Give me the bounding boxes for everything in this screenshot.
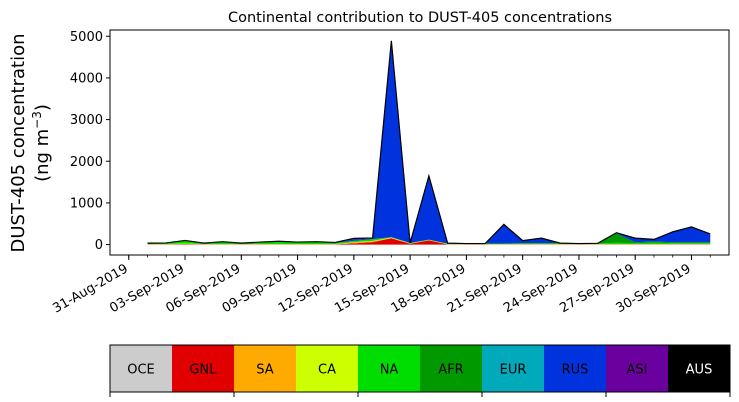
- y-axis-label: DUST-405 concentration (ng m−3): [8, 33, 53, 252]
- y-tick-label: 1000: [70, 196, 103, 211]
- area-gnl: [147, 238, 711, 245]
- legend-label-ca: CA: [318, 363, 336, 378]
- legend-swatch-asi: [606, 345, 669, 392]
- y-tick-label: 2000: [70, 155, 103, 170]
- legend: OCE GNL SA CA NA AFR EUR RUS ASI AUS: [109, 344, 731, 397]
- y-tick-label: 4000: [70, 71, 103, 86]
- legend-label-asi: ASI: [627, 363, 648, 378]
- legend-swatch-ca: [296, 345, 359, 392]
- plot-area: [147, 40, 711, 245]
- legend-swatch-rus: [544, 345, 607, 392]
- legend-swatch-na: [358, 345, 421, 392]
- y-tick-label: 5000: [70, 30, 103, 45]
- legend-swatch-aus: [668, 345, 731, 392]
- legend-label-gnl: GNL: [189, 363, 217, 378]
- y-axis-label-line2: (ng m−3): [30, 104, 53, 182]
- legend-label-oce: OCE: [127, 363, 155, 378]
- legend-swatch-eur: [482, 345, 545, 392]
- legend-swatch-gnl: [172, 345, 235, 392]
- legend-swatch-afr: [420, 345, 483, 392]
- y-axis-label-line1: DUST-405 concentration: [8, 33, 29, 252]
- legend-label-afr: AFR: [438, 363, 463, 378]
- y-tick-label: 3000: [70, 113, 103, 128]
- legend-swatch-sa: [234, 345, 297, 392]
- plot-frame: [109, 29, 730, 256]
- y-tick-label: 0: [95, 238, 103, 253]
- legend-label-sa: SA: [256, 363, 273, 378]
- legend-label-eur: EUR: [500, 363, 527, 378]
- total-outline: [147, 40, 711, 245]
- chart-title: Continental contribution to DUST-405 con…: [228, 10, 612, 26]
- area-rus: [147, 41, 711, 244]
- legend-frame: [109, 344, 731, 393]
- legend-label-na: NA: [380, 363, 399, 378]
- legend-label-aus: AUS: [686, 363, 713, 378]
- legend-swatch-oce: [110, 345, 173, 392]
- legend-label-rus: RUS: [562, 363, 589, 378]
